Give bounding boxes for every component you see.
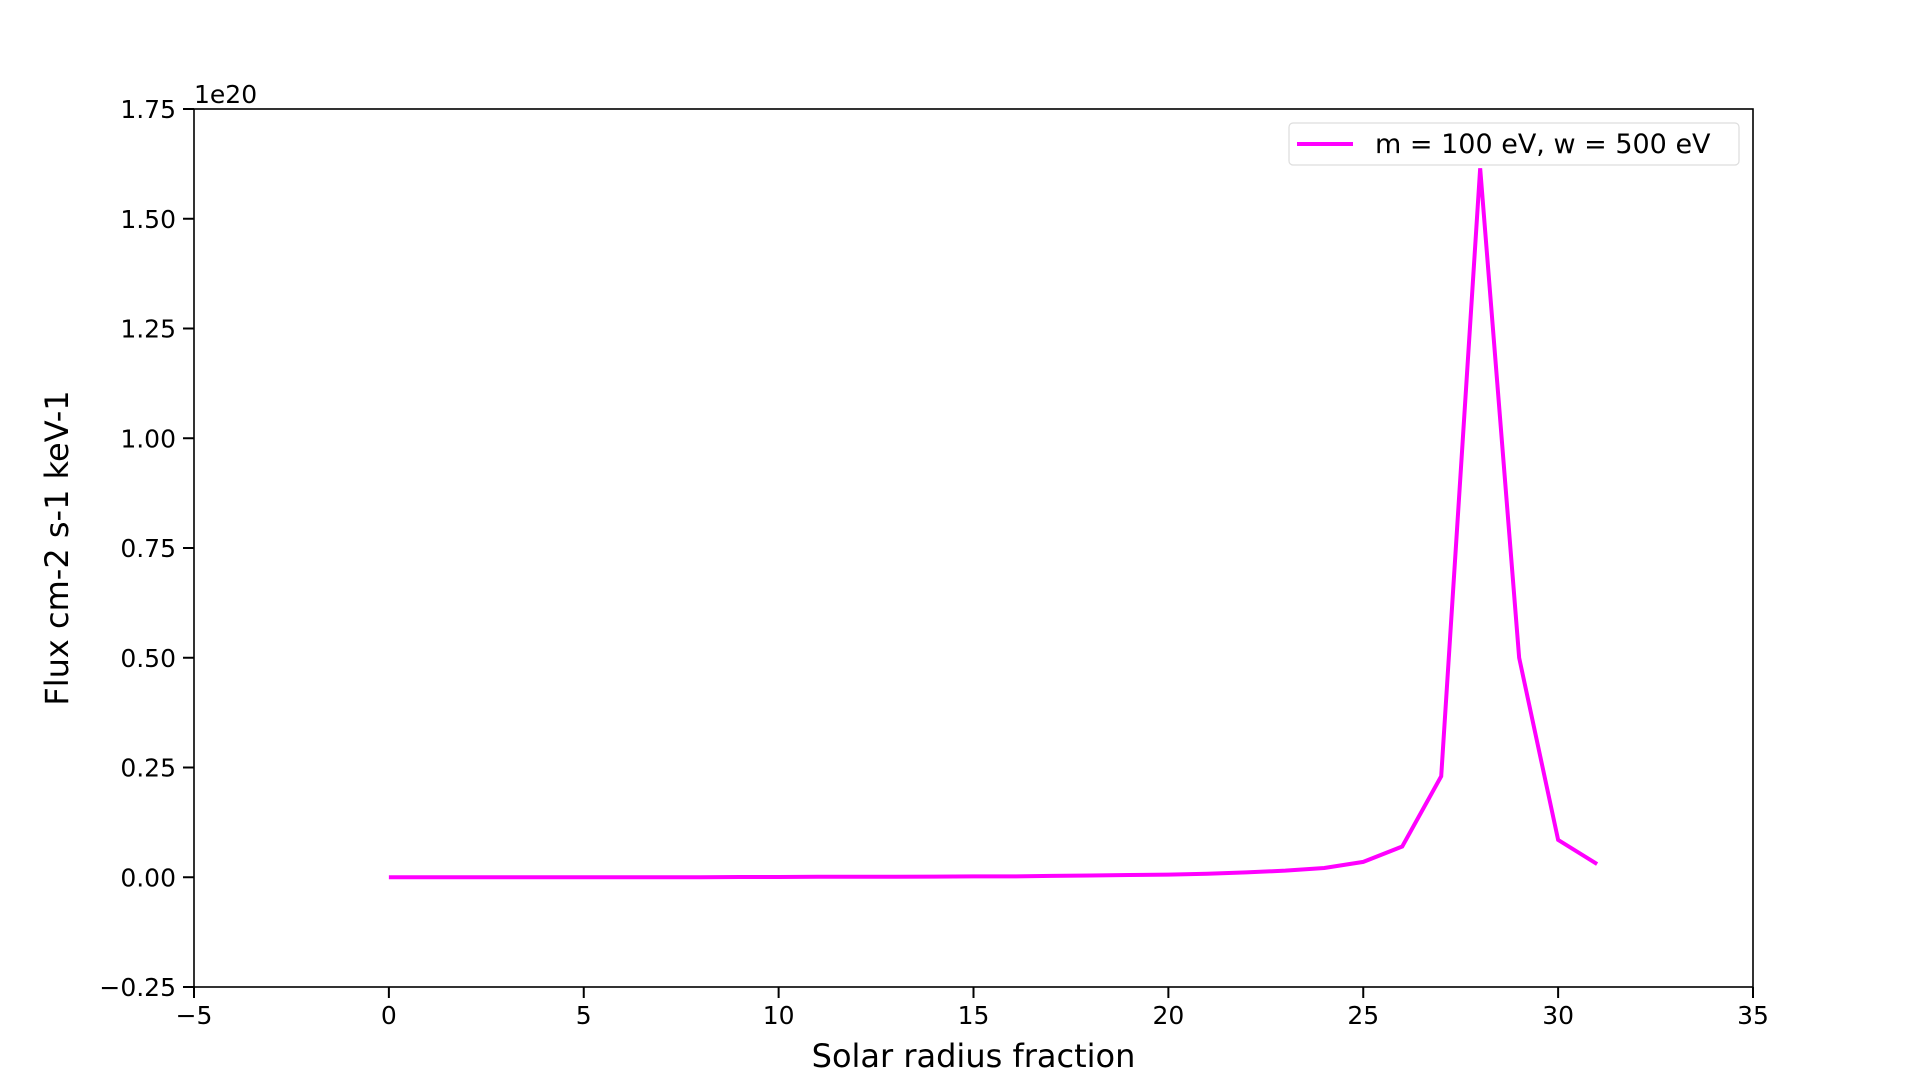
x-tick-label: 5 xyxy=(576,1001,592,1030)
y-tick-label: 0.50 xyxy=(120,644,176,673)
y-tick-label: 0.00 xyxy=(120,863,176,892)
y-tick-label: 1.50 xyxy=(120,205,176,234)
x-tick-label: 10 xyxy=(763,1001,795,1030)
y-tick-label: 1.25 xyxy=(120,315,176,344)
x-tick-label: 20 xyxy=(1152,1001,1184,1030)
y-axis-ticks: −0.25 0.00 0.25 0.50 0.75 1.00 1.25 1.50 1.75 xyxy=(99,95,194,1002)
x-axis-label: Solar radius fraction xyxy=(812,1037,1136,1075)
series-layer xyxy=(388,168,1599,880)
x-tick-label: 25 xyxy=(1347,1001,1379,1030)
y-axis-label: Flux cm-2 s-1 keV-1 xyxy=(38,390,76,705)
y-offset-label: 1e20 xyxy=(194,80,257,109)
legend-box xyxy=(1288,122,1740,166)
x-tick-label: 15 xyxy=(958,1001,990,1030)
y-tick-label: 0.75 xyxy=(120,534,176,563)
x-tick-label: 30 xyxy=(1542,1001,1574,1030)
legend-entry-label: m = 100 eV, w = 500 eV xyxy=(1375,129,1711,160)
x-tick-label: 0 xyxy=(381,1001,397,1030)
x-tick-label: 35 xyxy=(1737,1001,1769,1030)
y-tick-label: −0.25 xyxy=(99,973,176,1002)
x-axis-ticks: −5 0 5 10 15 20 25 30 35 xyxy=(176,987,1769,1030)
series-line-0 xyxy=(388,168,1599,880)
y-tick-label: 0.25 xyxy=(120,754,176,783)
plot-frame xyxy=(193,108,1754,988)
y-tick-label: 1.00 xyxy=(120,424,176,453)
y-tick-label: 1.75 xyxy=(120,95,176,124)
legend: m = 100 eV, w = 500 eV xyxy=(1288,122,1740,166)
x-tick-label: −5 xyxy=(176,1001,213,1030)
